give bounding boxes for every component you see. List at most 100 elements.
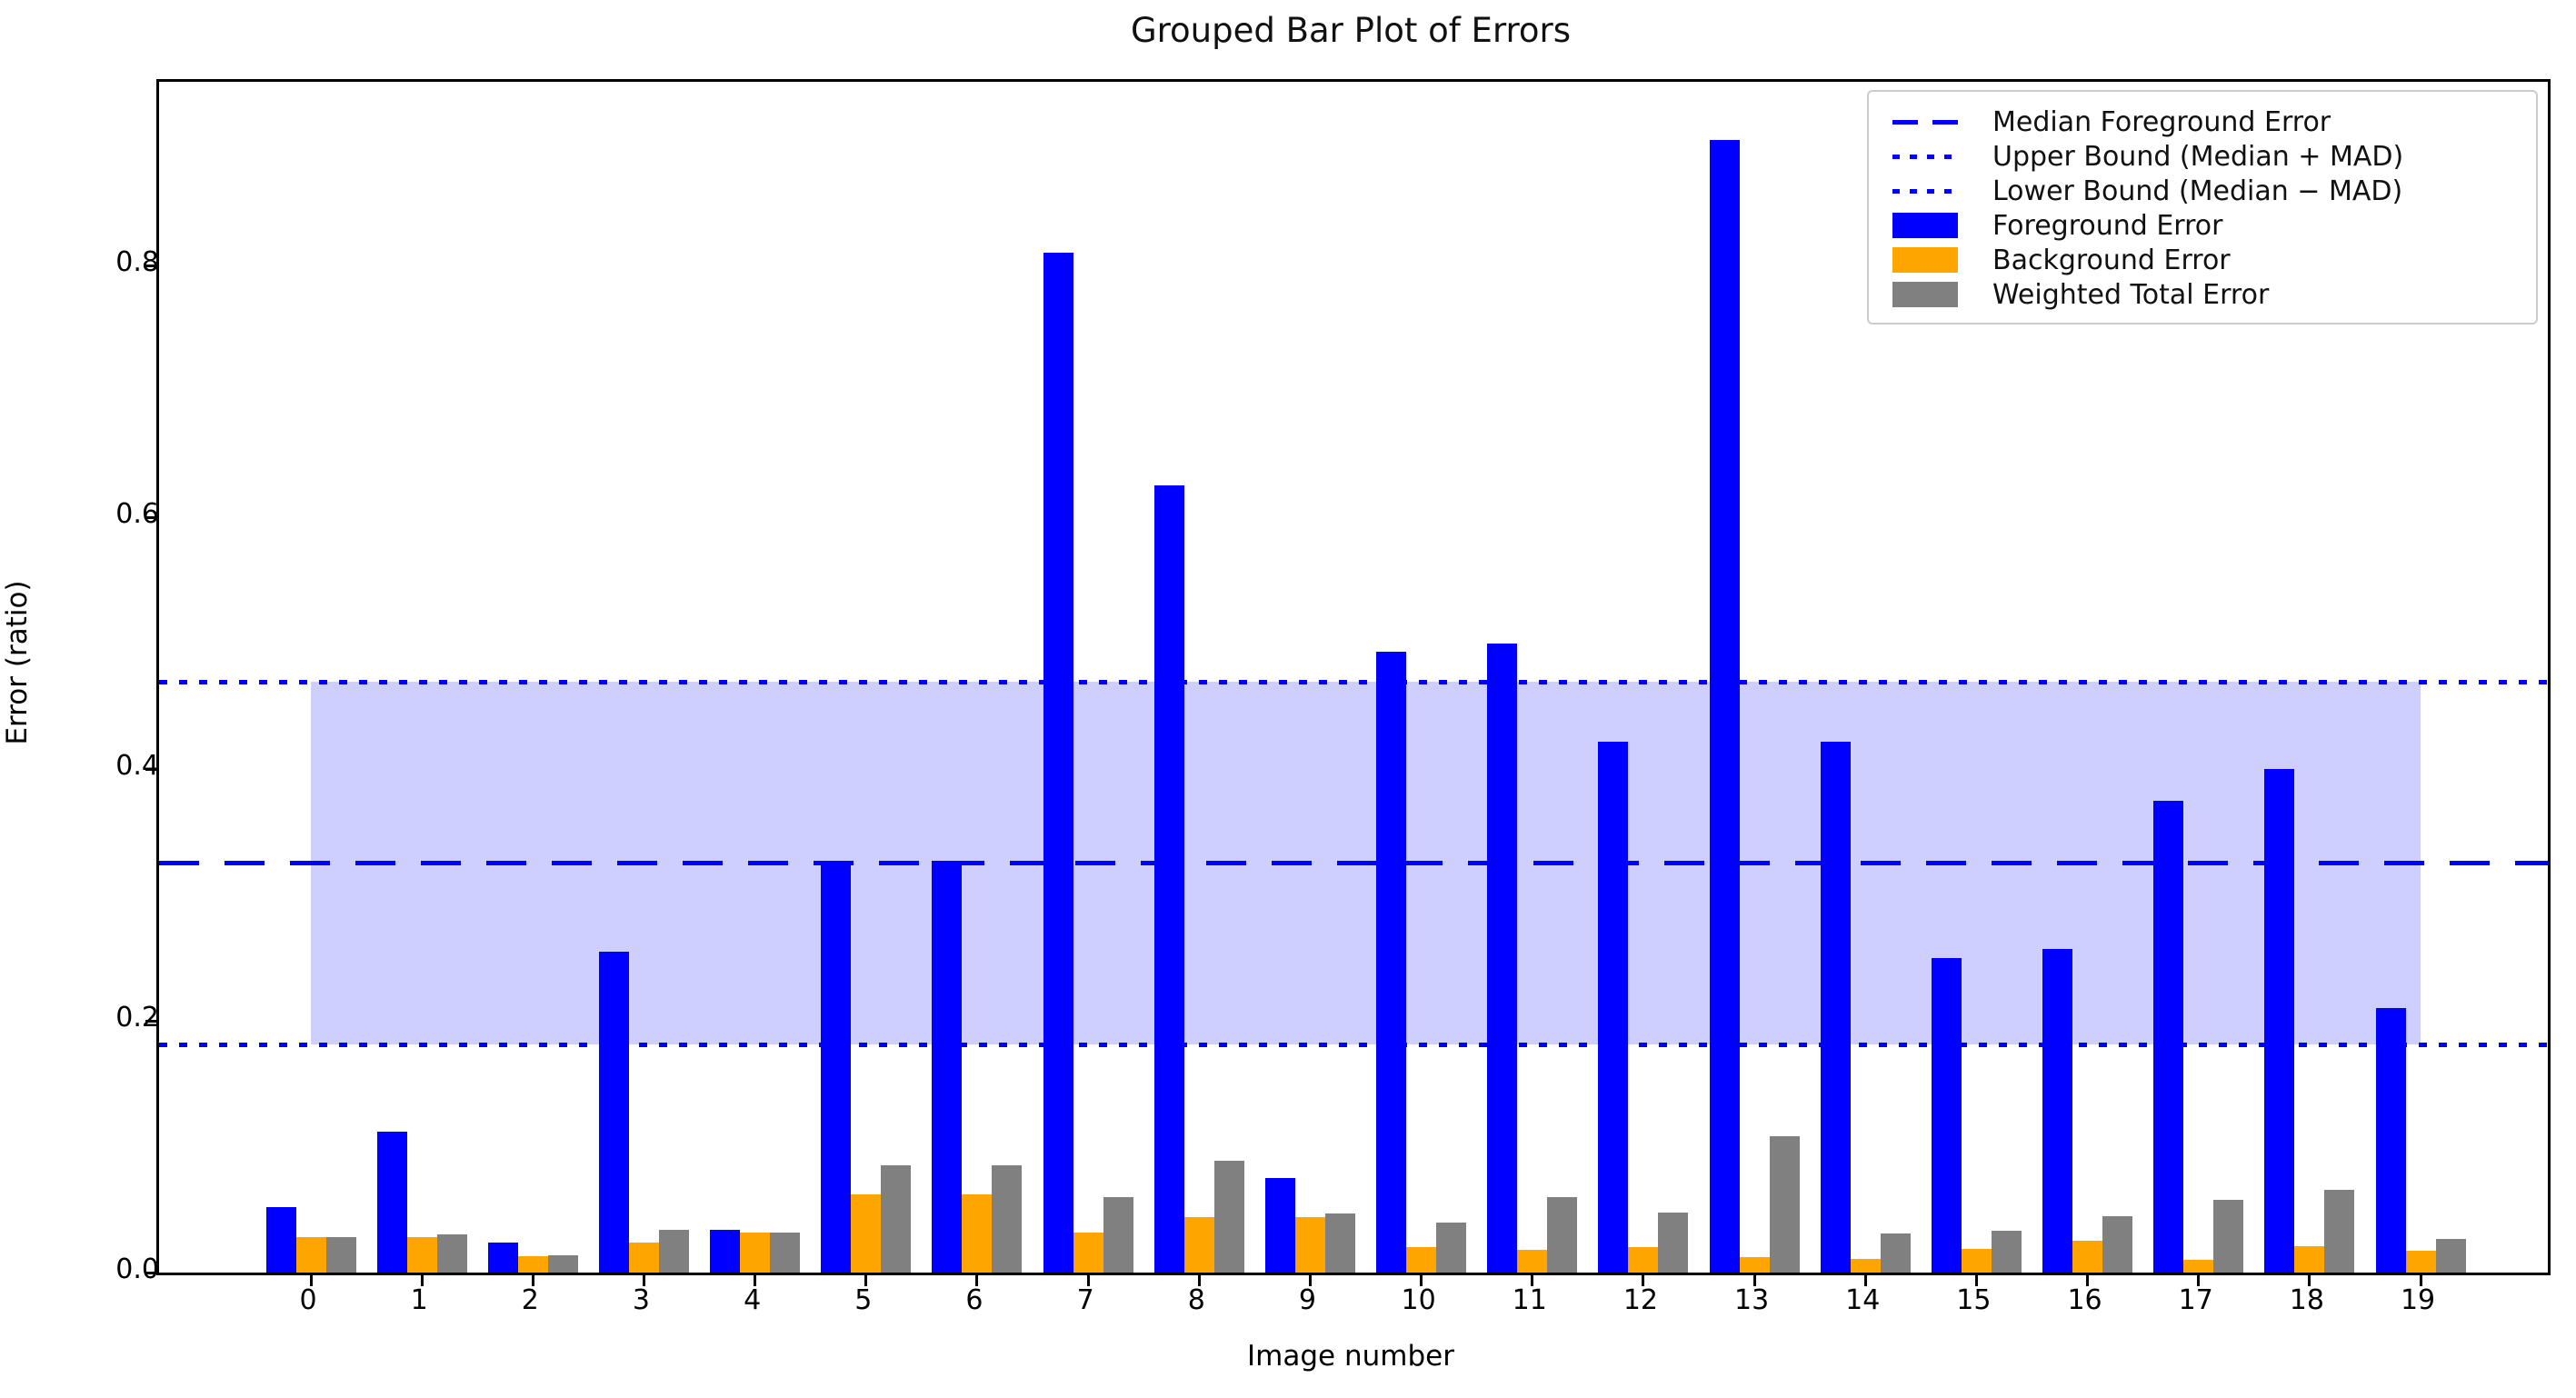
x-tick-label: 14	[1845, 1284, 1881, 1316]
bar-background-error-16	[2072, 1241, 2103, 1273]
x-tick	[309, 1273, 313, 1286]
legend-item-label: Weighted Total Error	[1992, 278, 2270, 311]
x-tick	[1308, 1273, 1312, 1286]
legend-swatch-rect	[1892, 282, 1958, 307]
bar-foreground-error-5	[821, 861, 852, 1273]
bar-foreground-error-10	[1376, 652, 1407, 1273]
swatch-line	[1892, 188, 1958, 194]
y-tick	[145, 1271, 159, 1274]
bar-background-error-9	[1294, 1217, 1325, 1273]
x-tick	[864, 1273, 868, 1286]
legend-swatch-dashed-line	[1892, 119, 1958, 125]
x-tick-label: 16	[2067, 1284, 2102, 1316]
x-tick	[420, 1273, 424, 1286]
swatch-rect	[1892, 247, 1958, 273]
bar-foreground-error-18	[2264, 769, 2295, 1273]
bar-foreground-error-12	[1598, 741, 1629, 1273]
plot-area: Median Foreground Error Upper Bound (Medi…	[145, 79, 2551, 1286]
legend-item: Background Error	[1869, 243, 2536, 277]
legend-item-label: Upper Bound (Median + MAD)	[1992, 140, 2404, 173]
x-tick-label: 10	[1401, 1284, 1436, 1316]
legend-item-label: Foreground Error	[1992, 209, 2223, 242]
bar-background-error-18	[2294, 1245, 2325, 1273]
bar-foreground-error-1	[376, 1131, 407, 1273]
x-tick	[1642, 1273, 1645, 1286]
bar-background-error-2	[517, 1256, 548, 1273]
bar-foreground-error-4	[710, 1229, 741, 1273]
legend-swatch-rect	[1892, 247, 1958, 273]
bar-weighted-total-error-9	[1324, 1213, 1355, 1273]
bar-weighted-total-error-2	[547, 1254, 578, 1273]
x-tick-label: 4	[744, 1284, 762, 1316]
bar-weighted-total-error-11	[1547, 1196, 1578, 1273]
bar-weighted-total-error-6	[992, 1165, 1023, 1273]
legend-item: Weighted Total Error	[1869, 277, 2536, 312]
bar-background-error-13	[1739, 1257, 1770, 1273]
bar-foreground-error-6	[932, 861, 963, 1273]
x-tick-label: 19	[2400, 1284, 2436, 1316]
y-tick-label: 0.8	[115, 246, 159, 278]
bar-foreground-error-2	[487, 1242, 518, 1273]
y-tick	[145, 1019, 159, 1023]
bar-weighted-total-error-13	[1769, 1136, 1800, 1273]
bar-background-error-1	[406, 1237, 437, 1273]
x-tick-label: 5	[854, 1284, 873, 1316]
y-tick-label: 0.4	[115, 750, 159, 782]
x-tick	[2419, 1273, 2422, 1286]
bar-background-error-5	[851, 1194, 882, 1273]
bar-foreground-error-14	[1820, 741, 1851, 1273]
legend-item: Lower Bound (Median − MAD)	[1869, 174, 2536, 208]
bar-foreground-error-15	[1931, 957, 1962, 1273]
x-tick-label: 11	[1512, 1284, 1547, 1316]
x-tick-label: 7	[1076, 1284, 1094, 1316]
x-tick	[2308, 1273, 2311, 1286]
bar-weighted-total-error-8	[1213, 1160, 1244, 1273]
bar-foreground-error-19	[2375, 1008, 2406, 1273]
x-tick-label: 3	[632, 1284, 651, 1316]
y-axis-label: Error (ratio)	[1, 580, 34, 745]
y-tick-label: 0.2	[115, 1002, 159, 1034]
x-tick	[531, 1273, 534, 1286]
bar-background-error-15	[1961, 1248, 1992, 1273]
x-tick-label: 8	[1187, 1284, 1205, 1316]
bar-background-error-7	[1073, 1232, 1103, 1273]
bar-foreground-error-9	[1264, 1178, 1295, 1273]
bar-background-error-4	[740, 1232, 771, 1273]
bar-weighted-total-error-15	[1991, 1231, 2022, 1273]
bar-weighted-total-error-0	[325, 1237, 356, 1273]
swatch-line	[1892, 119, 1958, 125]
bar-background-error-6	[962, 1194, 993, 1273]
x-tick	[2086, 1273, 2090, 1286]
x-tick	[1974, 1273, 1978, 1286]
reference-line-dotted	[159, 679, 2548, 684]
x-tick-label: 1	[410, 1284, 428, 1316]
x-tick	[1420, 1273, 1423, 1286]
bar-weighted-total-error-1	[436, 1234, 467, 1273]
reference-line-dotted	[159, 1042, 2548, 1047]
bar-weighted-total-error-19	[2435, 1238, 2466, 1273]
legend-swatch-dotted-line	[1892, 154, 1958, 159]
y-tick-label: 0.6	[115, 498, 159, 530]
x-tick	[1531, 1273, 1534, 1286]
bar-weighted-total-error-3	[658, 1229, 689, 1273]
swatch-line	[1892, 154, 1958, 159]
bar-background-error-17	[2183, 1260, 2214, 1273]
bar-weighted-total-error-10	[1436, 1222, 1467, 1273]
x-tick-label: 0	[299, 1284, 317, 1316]
legend-item-label: Median Foreground Error	[1992, 105, 2331, 138]
legend-item: Upper Bound (Median + MAD)	[1869, 139, 2536, 174]
bar-foreground-error-16	[2042, 949, 2073, 1273]
x-tick-label: 18	[2289, 1284, 2324, 1316]
reference-line-dashed	[159, 861, 2548, 866]
bar-background-error-0	[295, 1237, 326, 1273]
legend-item-label: Lower Bound (Median − MAD)	[1992, 175, 2403, 207]
bar-weighted-total-error-18	[2324, 1189, 2355, 1273]
y-tick-label: 0.0	[115, 1253, 159, 1285]
legend-item-label: Background Error	[1992, 244, 2231, 276]
bar-foreground-error-8	[1153, 485, 1184, 1273]
chart-title: Grouped Bar Plot of Errors	[1130, 11, 1572, 50]
swatch-rect	[1892, 282, 1958, 307]
bar-background-error-14	[1850, 1258, 1881, 1273]
y-tick	[145, 264, 159, 267]
